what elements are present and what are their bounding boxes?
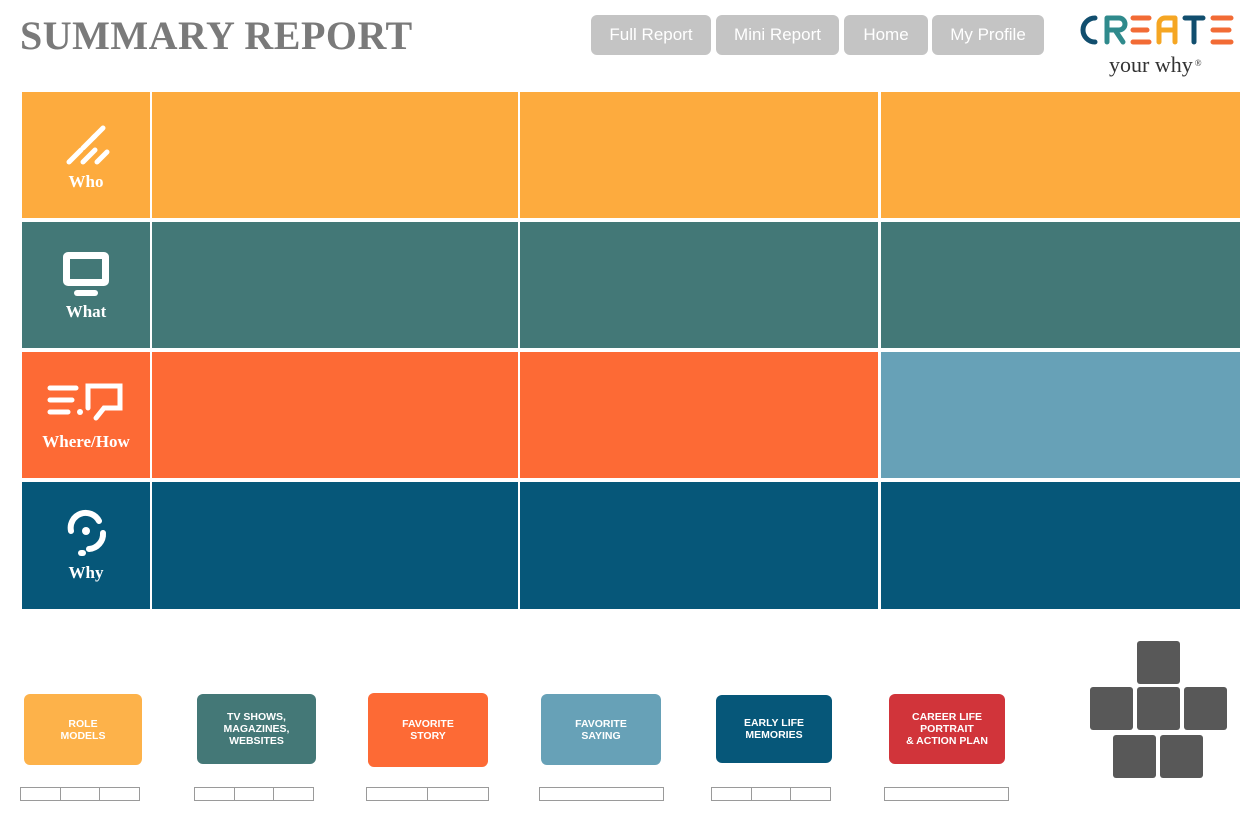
pager-segment[interactable]	[711, 787, 751, 801]
what-cell-2[interactable]	[520, 222, 878, 348]
tv-shows-magazines-websites-card[interactable]: TV SHOWS, MAGAZINES, WEBSITES	[197, 694, 316, 764]
pager-segment[interactable]	[366, 787, 427, 801]
keypad-key-bottom-right[interactable]	[1160, 735, 1203, 778]
pager-segment[interactable]	[750, 787, 791, 801]
pager-segment[interactable]	[884, 787, 1009, 801]
pager-segment[interactable]	[194, 787, 234, 801]
why-cell-2[interactable]	[520, 482, 878, 609]
where-how-cell-3[interactable]	[881, 352, 1240, 478]
pager-segment[interactable]	[20, 787, 60, 801]
favorite-story-pager	[366, 787, 489, 801]
pager-segment[interactable]	[790, 787, 832, 801]
role-models-pager	[20, 787, 141, 801]
who-icon	[66, 125, 110, 165]
full-report-button[interactable]: Full Report	[591, 15, 711, 55]
row-label-where-how: Where/How	[42, 432, 130, 451]
who-cell-3[interactable]	[881, 92, 1240, 218]
my-profile-button[interactable]: My Profile	[932, 15, 1044, 55]
early-life-memories-card[interactable]: EARLY LIFE MEMORIES	[716, 695, 832, 763]
keypad-key-right[interactable]	[1184, 687, 1227, 730]
create-your-why-logo[interactable]: your why ®	[1075, 12, 1235, 78]
pager-segment[interactable]	[99, 787, 141, 801]
home-button[interactable]: Home	[844, 15, 928, 55]
favorite-saying-card[interactable]: FAVORITE SAYING	[541, 694, 661, 765]
summary-grid: Who What Where/How	[22, 92, 1240, 609]
keypad-key-bottom-left[interactable]	[1113, 735, 1156, 778]
pager-segment[interactable]	[539, 787, 664, 801]
favorite-story-card[interactable]: FAVORITE STORY	[368, 693, 488, 767]
row-label-why: Why	[68, 562, 104, 582]
keypad-key-center[interactable]	[1137, 687, 1180, 730]
career-life-pager	[884, 787, 1009, 801]
monitor-icon	[63, 252, 109, 296]
who-cell-2[interactable]	[520, 92, 878, 218]
row-header-where-how[interactable]: Where/How	[22, 352, 150, 478]
favorite-saying-pager	[539, 787, 664, 801]
logo-tagline: your why ®	[1109, 52, 1202, 77]
tv-shows-pager	[194, 787, 315, 801]
create-logo-mark	[1080, 15, 1234, 45]
row-header-who[interactable]: Who	[22, 92, 150, 218]
where-how-icon	[47, 383, 123, 421]
pager-segment[interactable]	[233, 787, 274, 801]
early-life-memories-pager	[711, 787, 832, 801]
row-header-what[interactable]: What	[22, 222, 150, 348]
where-how-cell-2[interactable]	[520, 352, 878, 478]
row-label-what: What	[65, 302, 107, 321]
pager-segment[interactable]	[59, 787, 100, 801]
who-cell-1[interactable]	[152, 92, 518, 218]
keypad-key-up[interactable]	[1137, 641, 1180, 684]
pager-segment[interactable]	[273, 787, 315, 801]
why-icon	[67, 509, 107, 556]
row-header-why[interactable]: Why	[22, 482, 150, 609]
row-label-who: Who	[68, 172, 104, 191]
why-cell-3[interactable]	[881, 482, 1240, 609]
keypad-key-left[interactable]	[1090, 687, 1133, 730]
pager-segment[interactable]	[427, 787, 489, 801]
page-title: SUMMARY REPORT	[20, 13, 413, 58]
mini-report-button[interactable]: Mini Report	[716, 15, 839, 55]
role-models-card[interactable]: ROLE MODELS	[24, 694, 142, 765]
where-how-cell-1[interactable]	[152, 352, 518, 478]
why-cell-1[interactable]	[152, 482, 518, 609]
what-cell-1[interactable]	[152, 222, 518, 348]
career-life-portrait-action-plan-card[interactable]: CAREER LIFE PORTRAIT & ACTION PLAN	[889, 694, 1005, 764]
what-cell-3[interactable]	[881, 222, 1240, 348]
